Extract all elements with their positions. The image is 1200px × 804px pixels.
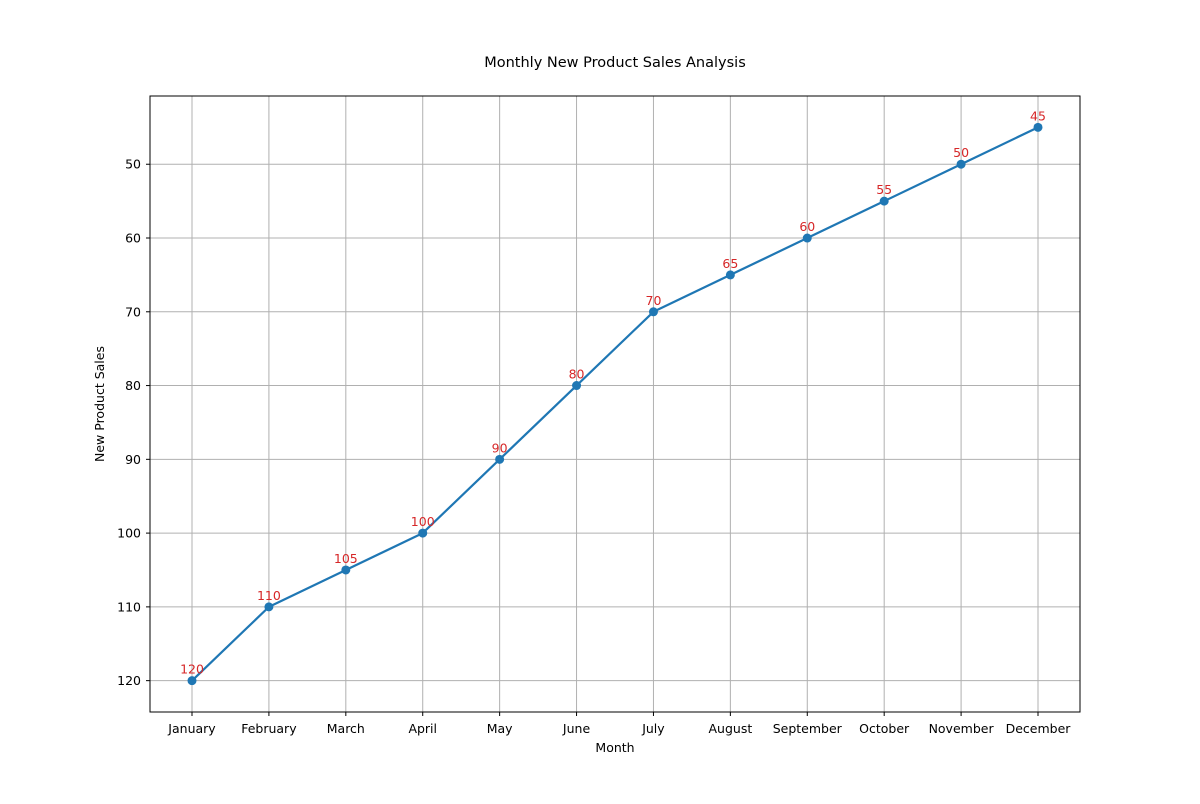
x-tick-label: March xyxy=(327,721,365,736)
data-label: 80 xyxy=(569,367,585,382)
x-tick-label: November xyxy=(929,721,995,736)
x-tick-label: August xyxy=(708,721,752,736)
x-tick-label: February xyxy=(241,721,297,736)
plot-area-frame xyxy=(149,95,1081,713)
axis-ticks: January February March April May June July Augu… xyxy=(117,157,1071,736)
data-label: 120 xyxy=(180,662,204,677)
x-tick-label: July xyxy=(641,721,665,736)
data-point-marker xyxy=(572,381,582,391)
chart-title: Monthly New Product Sales Analysis xyxy=(484,55,746,71)
y-tick-label: 70 xyxy=(125,304,141,319)
data-label: 100 xyxy=(411,514,435,529)
data-point-marker xyxy=(956,159,966,169)
x-tick-label: April xyxy=(408,721,437,736)
x-tick-label: May xyxy=(487,721,513,736)
data-point-marker xyxy=(1033,122,1043,132)
series-line-group xyxy=(187,122,1043,686)
y-tick-label: 80 xyxy=(125,378,141,393)
x-tick-label: December xyxy=(1006,721,1072,736)
series-line xyxy=(190,126,1040,682)
data-point-marker xyxy=(648,307,658,317)
data-label: 70 xyxy=(646,293,662,308)
data-label: 110 xyxy=(257,588,281,603)
y-tick-label: 60 xyxy=(125,231,141,246)
data-label: 105 xyxy=(334,551,358,566)
data-point-marker xyxy=(264,602,274,612)
x-tick-label: June xyxy=(562,721,591,736)
y-tick-label: 50 xyxy=(125,157,141,172)
x-tick-label: January xyxy=(167,721,216,736)
data-point-marker xyxy=(879,196,889,206)
data-label: 50 xyxy=(953,145,969,160)
data-point-marker xyxy=(725,270,735,280)
x-axis-label: Month xyxy=(595,740,634,755)
data-point-marker xyxy=(495,454,505,464)
data-label: 45 xyxy=(1030,108,1046,123)
y-axis-label: New Product Sales xyxy=(92,346,107,462)
y-tick-label: 90 xyxy=(125,452,141,467)
data-point-marker xyxy=(187,676,197,686)
data-point-marker xyxy=(802,233,812,243)
data-labels: 120 110 105 100 90 80 70 65 60 55 50 45 xyxy=(180,108,1046,676)
y-tick-label: 100 xyxy=(117,526,141,541)
data-point-marker xyxy=(341,565,351,575)
data-point-marker xyxy=(418,528,428,538)
data-label: 90 xyxy=(492,440,508,455)
data-label: 60 xyxy=(799,219,815,234)
y-tick-label: 120 xyxy=(117,673,141,688)
x-tick-label: October xyxy=(859,721,910,736)
y-tick-label: 110 xyxy=(117,599,141,614)
x-tick-label: September xyxy=(773,721,843,736)
data-label: 65 xyxy=(722,256,738,271)
data-label: 55 xyxy=(876,182,892,197)
grid xyxy=(150,96,1080,712)
